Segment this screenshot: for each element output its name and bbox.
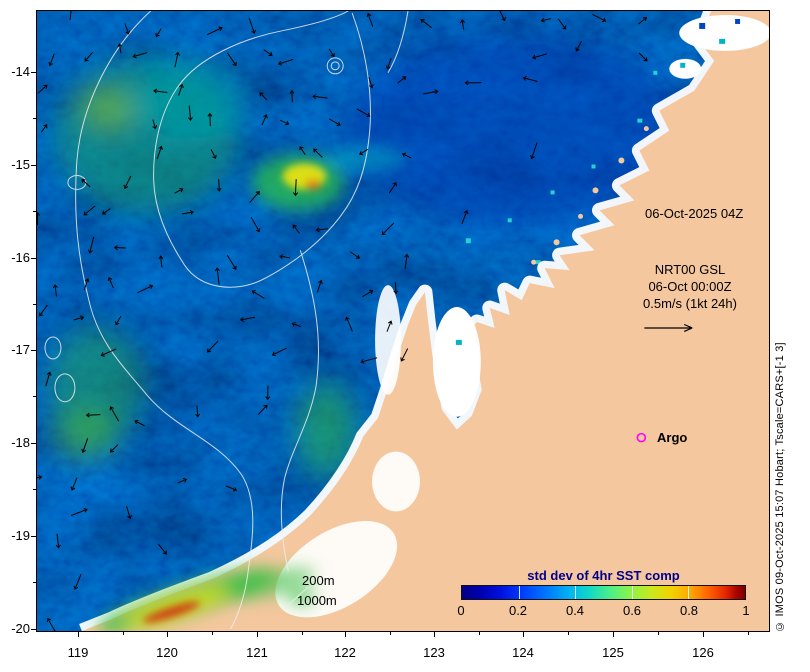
x-tick-label: 126: [692, 645, 714, 660]
axis-tick: [31, 72, 36, 73]
axis-tick: [31, 165, 36, 166]
axis-tick: [302, 632, 303, 635]
axis-tick: [479, 632, 480, 635]
y-tick-label: -20: [11, 621, 30, 636]
axis-tick: [703, 632, 704, 637]
reference-arrow: [644, 323, 693, 333]
x-tick-label: 125: [602, 645, 624, 660]
colorbar-tick-label: 0.2: [508, 603, 528, 618]
coastal-variance-hot: [143, 601, 201, 623]
depth-200m-label: 200m: [302, 573, 335, 588]
model-time-label: 06-Oct 00:00Z: [648, 279, 732, 294]
axis-tick: [123, 632, 124, 635]
axis-tick: [434, 632, 435, 637]
y-tick-label: -18: [11, 435, 30, 450]
axis-tick: [212, 632, 213, 635]
axis-tick: [31, 258, 36, 259]
axis-tick: [31, 350, 36, 351]
colorbar-tickmark: [631, 586, 633, 599]
axis-tick: [33, 582, 36, 583]
current-vectors: [37, 11, 648, 631]
map-canvas: [37, 11, 769, 631]
credit-text: © IMOS 09-Oct-2025 15:07 Hobart; Tscale=…: [774, 342, 786, 632]
colorbar: [461, 585, 746, 600]
argo-marker: [636, 432, 647, 443]
axis-tick: [257, 632, 258, 637]
axis-tick: [31, 443, 36, 444]
axis-tick: [78, 632, 79, 637]
colorbar-tick-label: 0.6: [622, 603, 642, 618]
sst-variance-hotspots: [282, 163, 327, 190]
y-tick-label: -17: [11, 342, 30, 357]
y-tick-label: -15: [11, 157, 30, 172]
argo-label: Argo: [657, 430, 688, 445]
axis-tick: [33, 211, 36, 212]
colorbar-tickmark: [518, 586, 520, 599]
model-name-label: NRT00 GSL: [654, 262, 726, 277]
colorbar-tick-label: 0.4: [565, 603, 585, 618]
vector-scale-label: 0.5m/s (1kt 24h): [643, 296, 737, 311]
x-tick-label: 119: [67, 645, 89, 660]
x-tick-label: 120: [156, 645, 178, 660]
x-tick-label: 124: [512, 645, 534, 660]
x-tick-label: 121: [246, 645, 268, 660]
axis-tick: [658, 632, 659, 635]
colorbar-tick-label: 0: [457, 603, 465, 618]
bathymetry-contours: [44, 11, 409, 630]
axis-tick: [31, 536, 36, 537]
axis-tick: [167, 632, 168, 637]
axis-tick: [613, 632, 614, 637]
colorbar-tickmark: [688, 586, 690, 599]
colorbar-title: std dev of 4hr SST comp: [527, 568, 680, 583]
colorbar-tick-label: 0.8: [679, 603, 699, 618]
axis-tick: [523, 632, 524, 637]
axis-tick: [33, 489, 36, 490]
depth-1000m-label: 1000m: [297, 593, 337, 608]
axis-tick: [31, 629, 36, 630]
nodata-blue-specks: [455, 18, 741, 345]
y-tick-label: -19: [11, 528, 30, 543]
y-tick-label: -14: [11, 64, 30, 79]
valid-time-label: 06-Oct-2025 04Z: [645, 206, 744, 221]
x-tick-label: 122: [334, 645, 356, 660]
axis-tick: [33, 396, 36, 397]
colorbar-tick-label: 1: [742, 603, 750, 618]
axis-tick: [33, 304, 36, 305]
axis-tick: [748, 632, 749, 635]
offshore-islands: [531, 126, 649, 265]
axis-tick: [345, 632, 346, 637]
sst-variance-blobs: [48, 35, 686, 478]
colorbar-tickmark: [575, 586, 577, 599]
y-tick-label: -16: [11, 250, 30, 265]
axis-tick: [568, 632, 569, 635]
x-tick-label: 123: [423, 645, 445, 660]
land-polygon: [81, 11, 769, 631]
map-plot-area: [36, 10, 770, 632]
axis-tick: [390, 632, 391, 635]
axis-tick: [33, 118, 36, 119]
